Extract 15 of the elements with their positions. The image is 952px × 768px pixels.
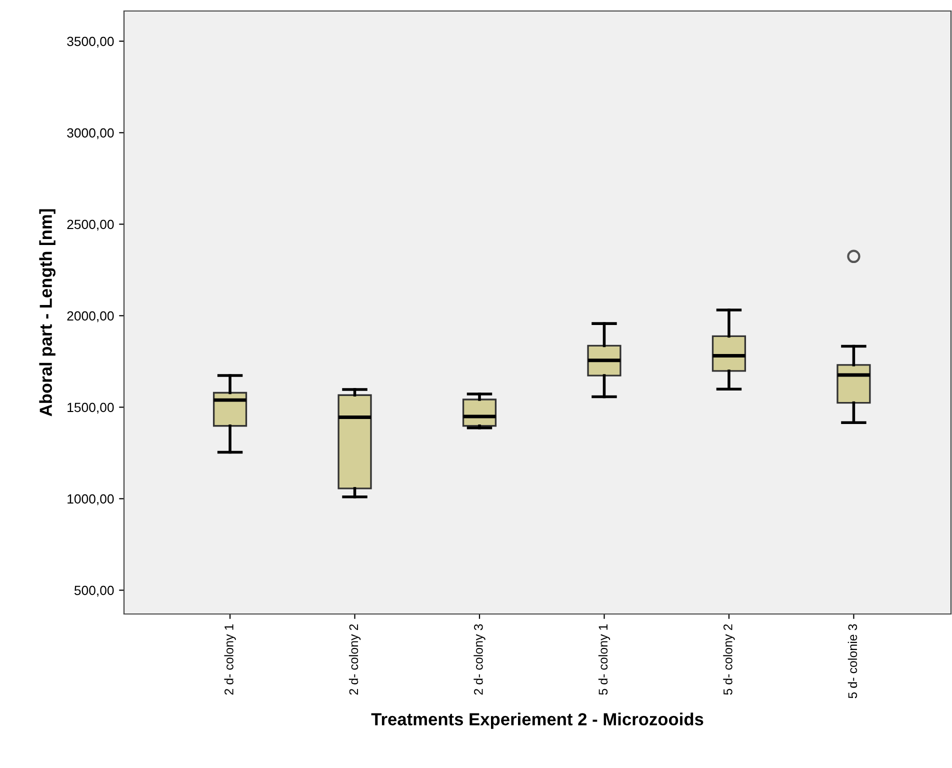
x-tick-label: 2 d- colony 3 [474, 624, 486, 695]
x-tick-label: 5 d- colony 2 [723, 624, 735, 695]
y-tick-label: 500,00 [74, 586, 114, 597]
x-tick-label: 2 d- colony 1 [224, 624, 236, 695]
y-tick-label: 2500,00 [67, 220, 114, 231]
x-tick-label: 2 d- colony 2 [348, 624, 361, 695]
x-tick-label: 5 d- colony 1 [598, 624, 610, 695]
y-tick-label: 3500,00 [67, 36, 114, 48]
y-axis-title: Aboral part - Length [nm] [39, 209, 56, 416]
x-tick-label: 5 d- colonie 3 [848, 624, 858, 698]
y-tick-label: 3000,00 [67, 128, 114, 140]
x-axis-title: Treatments Experiement 2 - Microzooids [371, 712, 704, 729]
y-tick-label: 1000,00 [68, 494, 114, 506]
y-tick-label: 2000,00 [67, 311, 114, 322]
y-tick-label: 1500,00 [68, 402, 114, 414]
